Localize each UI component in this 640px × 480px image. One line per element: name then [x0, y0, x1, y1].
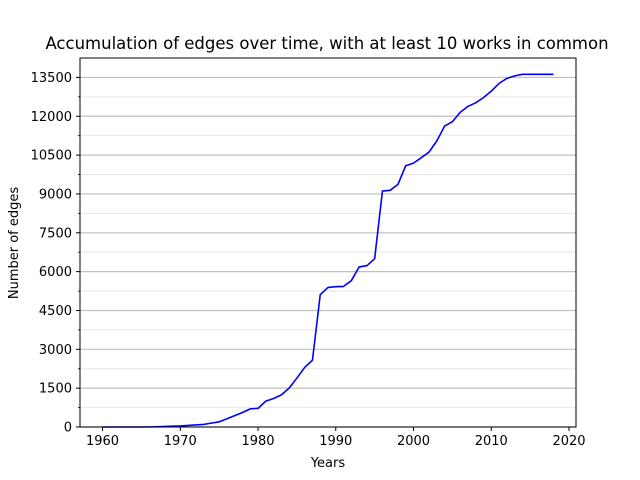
series-group — [102, 73, 554, 428]
y-tick-label: 3000 — [39, 343, 72, 358]
y-tick-label: 13500 — [31, 71, 72, 86]
x-tick-label: 1980 — [241, 434, 274, 449]
y-axis-label: Number of edges — [7, 187, 22, 300]
grid-lines — [80, 76, 576, 428]
plot-frame — [79, 57, 577, 428]
x-tick-label: 1960 — [86, 434, 119, 449]
y-tick-label: 6000 — [39, 265, 72, 280]
x-tick-label: 2020 — [552, 434, 585, 449]
y-tick-label: 7500 — [39, 226, 72, 241]
chart-title: Accumulation of edges over time, with at… — [45, 34, 608, 53]
y-tick-label: 9000 — [39, 187, 72, 202]
x-tick-label: 1970 — [164, 434, 197, 449]
y-tick-label: 0 — [64, 421, 72, 436]
x-tick-label: 2010 — [475, 434, 508, 449]
x-axis-label: Years — [310, 456, 346, 471]
y-tick-label: 12000 — [31, 110, 72, 125]
y-tick-label: 1500 — [39, 382, 72, 397]
x-tick-label: 2000 — [397, 434, 430, 449]
x-tick-label: 1990 — [319, 434, 352, 449]
series-line — [102, 73, 554, 428]
y-tick-label: 4500 — [39, 304, 72, 319]
x-axis-ticks: 1960 1970 1980 1990 2000 2010 2020 — [86, 427, 586, 449]
y-axis-ticks: 0 1500 3000 4500 6000 7500 9000 10500 12000 13500 — [31, 71, 80, 436]
y-tick-label: 10500 — [31, 149, 72, 164]
